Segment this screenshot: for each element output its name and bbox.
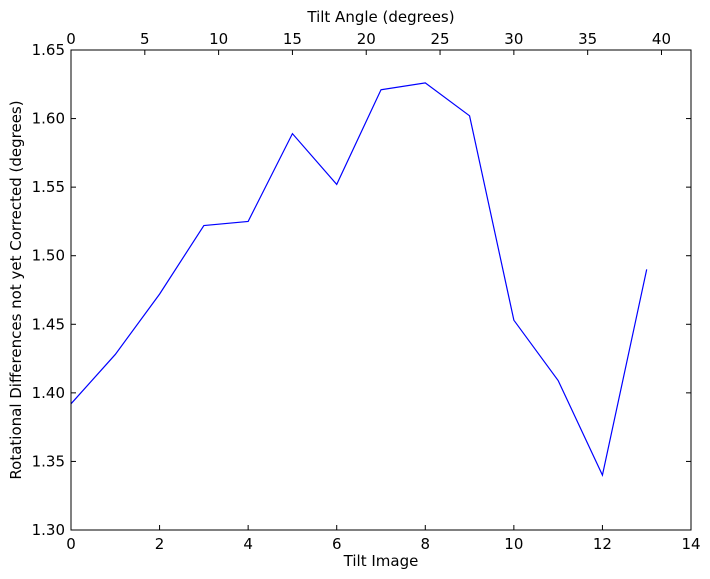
top-x-tick-label: 25 xyxy=(431,30,450,48)
series-line-0 xyxy=(70,82,648,478)
y-tick-label: 1.45 xyxy=(32,315,65,333)
x-tick-label: 2 xyxy=(155,535,165,553)
plot-content xyxy=(70,82,648,478)
x-tick-label: 14 xyxy=(681,535,700,553)
top-x-tick-label: 30 xyxy=(504,30,523,48)
top-x-tick-label: 5 xyxy=(140,30,150,48)
ticks-layer: 0 2 4 6 8 10 12 14 0 5 10 15 20 25 30 35 40 1.30 1.35 1.40 1… xyxy=(32,30,701,553)
x-axis-title: Tilt Image xyxy=(343,552,419,570)
top-x-tick-label: 20 xyxy=(357,30,376,48)
x-tick-label: 6 xyxy=(332,535,342,553)
top-x-tick-label: 15 xyxy=(283,30,302,48)
y-tick-label: 1.65 xyxy=(32,41,65,59)
x-tick-label: 0 xyxy=(66,535,76,553)
top-x-tick-label: 10 xyxy=(209,30,228,48)
top-x-axis-title: Tilt Angle (degrees) xyxy=(306,8,454,26)
x-tick-label: 4 xyxy=(243,535,253,553)
plot-frame xyxy=(70,49,692,531)
y-tick-label: 1.35 xyxy=(32,452,65,470)
top-x-tick-label: 35 xyxy=(578,30,597,48)
x-tick-label: 8 xyxy=(421,535,431,553)
x-tick-label: 10 xyxy=(504,535,523,553)
y-tick-label: 1.30 xyxy=(32,521,65,539)
y-tick-label: 1.60 xyxy=(32,110,65,128)
top-x-tick-label: 40 xyxy=(652,30,671,48)
y-axis-title: Rotational Differences not yet Corrected… xyxy=(7,100,25,479)
x-tick-label: 12 xyxy=(593,535,612,553)
y-tick-label: 1.50 xyxy=(32,247,65,265)
top-x-tick-label: 0 xyxy=(66,30,76,48)
y-tick-label: 1.55 xyxy=(32,178,65,196)
y-tick-label: 1.40 xyxy=(32,384,65,402)
